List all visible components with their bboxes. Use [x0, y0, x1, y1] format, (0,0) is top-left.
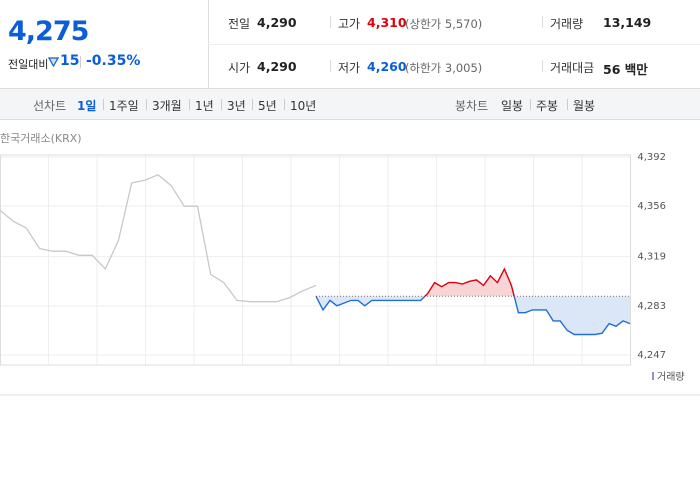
divider — [252, 99, 253, 110]
period-tab[interactable]: 10년 — [290, 99, 317, 113]
stat-label: 고가 — [338, 17, 361, 31]
period-tab[interactable]: 1일 — [77, 99, 97, 113]
y-tick-label: 4,392 — [637, 152, 666, 163]
down-arrow — [48, 57, 59, 67]
today-line — [315, 267, 631, 336]
stat-value: 4,290 — [257, 15, 297, 30]
y-tick-label: 4,319 — [637, 252, 666, 263]
divider — [284, 99, 285, 110]
period-tab[interactable]: 3개월 — [152, 99, 182, 113]
stat-label: 거래량 — [550, 17, 584, 31]
chart: 4,392 4,356 4,319 4,283 4,247 거래량 — [0, 152, 700, 396]
change-label: 전일대비 — [8, 58, 49, 71]
divider — [542, 60, 543, 72]
period-tab[interactable]: 5년 — [258, 99, 277, 113]
stat-label: 거래대금 — [550, 61, 595, 75]
stat-value: 13,149 — [603, 15, 652, 30]
previous-line — [0, 174, 317, 303]
stat-value: 4,260 — [367, 59, 407, 74]
stat-note: (상한가 5,570) — [405, 17, 483, 31]
price: 4,275 — [8, 16, 89, 47]
y-tick-label: 4,356 — [637, 201, 666, 212]
divider — [567, 99, 568, 110]
chart-source: 한국거래소(KRX) — [0, 132, 82, 145]
period-tab[interactable]: 주봉 — [536, 99, 559, 113]
volume-key — [652, 372, 654, 380]
stat-value: 4,310 — [367, 15, 407, 30]
divider — [530, 99, 531, 110]
tab-bar: 선차트 1일 1주일 3개월 1년 3년 5년 10년 봉차트 일봉 주봉 월봉 — [0, 88, 700, 120]
change: 15 — [60, 53, 80, 69]
y-tick-label: 4,283 — [637, 301, 666, 312]
period-tab[interactable]: 1주일 — [109, 99, 139, 113]
change-rate: -0.35% — [86, 53, 141, 69]
tab-label: 선차트 — [33, 99, 67, 113]
plot-frame — [0, 154, 631, 366]
tab-label: 봉차트 — [455, 99, 489, 113]
stat-label: 전일 — [228, 17, 251, 31]
period-tab[interactable]: 월봉 — [573, 99, 596, 113]
divider — [330, 16, 331, 28]
divider — [80, 56, 81, 68]
volume-label: 거래량 — [657, 371, 685, 383]
y-tick-label: 4,247 — [637, 350, 666, 361]
stat-label: 저가 — [338, 61, 361, 75]
divider — [208, 44, 700, 45]
stat-note: (하한가 3,005) — [405, 61, 483, 75]
stat-label: 시가 — [228, 61, 251, 75]
divider — [221, 99, 222, 110]
area — [316, 269, 630, 335]
period-tab[interactable]: 일봉 — [501, 99, 524, 113]
divider — [330, 60, 331, 72]
divider — [146, 99, 147, 110]
divider — [189, 99, 190, 110]
divider — [542, 16, 543, 28]
stat-value: 56 백만 — [603, 62, 648, 77]
period-tab[interactable]: 1년 — [195, 99, 214, 113]
stat-value: 4,290 — [257, 59, 297, 74]
period-tab[interactable]: 3년 — [227, 99, 246, 113]
divider — [103, 99, 104, 110]
